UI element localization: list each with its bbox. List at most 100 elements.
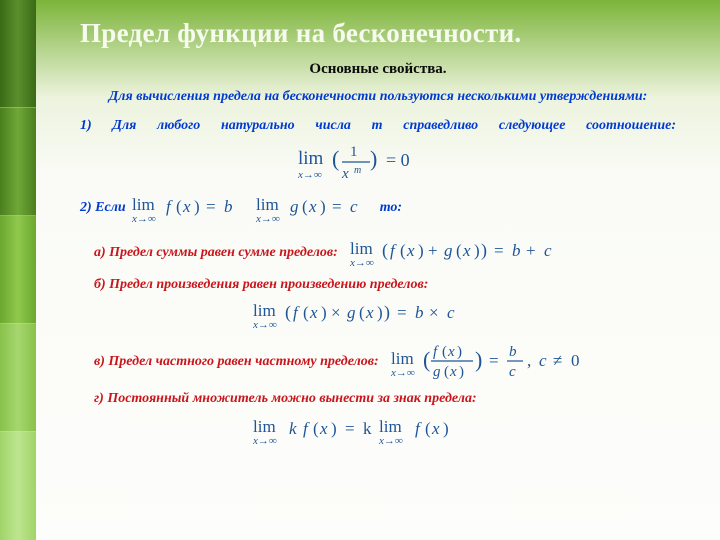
svg-text:(: ( xyxy=(382,240,388,261)
svg-text:c: c xyxy=(509,364,516,380)
svg-text:): ) xyxy=(481,240,487,261)
svg-text:c: c xyxy=(544,241,552,260)
svg-text:): ) xyxy=(321,303,327,322)
formula-b: lim x→∞ ( f ( x ) × g ( x ) ) = b × c xyxy=(80,298,676,332)
svg-text:): ) xyxy=(377,303,383,322)
svg-text:lim: lim xyxy=(253,301,276,320)
svg-text:(: ( xyxy=(400,241,406,260)
tab-5 xyxy=(0,432,36,540)
svg-text:lim: lim xyxy=(379,417,402,436)
svg-text:x→∞: x→∞ xyxy=(132,213,156,225)
slide-title: Предел функции на бесконечности. xyxy=(80,18,676,49)
svg-text:x→∞: x→∞ xyxy=(378,435,403,447)
formula-1: lim x→∞ ( 1 x m ) = 0 xyxy=(80,140,676,184)
svg-text:(: ( xyxy=(456,241,462,260)
slide-subtitle: Основные свойства. xyxy=(80,61,676,78)
svg-text:x: x xyxy=(308,197,317,216)
svg-text:=: = xyxy=(489,351,499,370)
svg-text:(: ( xyxy=(303,303,309,322)
statement-1: 1) Для любого натурально числа m справед… xyxy=(80,117,676,136)
svg-text:g: g xyxy=(290,197,299,216)
svg-text:(: ( xyxy=(444,364,449,380)
svg-text:x→∞: x→∞ xyxy=(256,213,280,225)
svg-text:b: b xyxy=(224,197,233,216)
svg-text:+: + xyxy=(428,241,438,260)
svg-text:): ) xyxy=(418,241,424,260)
formula-2b: lim x→∞ g ( x ) = c xyxy=(256,192,374,226)
svg-text:x: x xyxy=(449,364,457,380)
subitem-a-row: а) Предел суммы равен сумме пределов: li… xyxy=(80,236,676,270)
svg-text:(: ( xyxy=(442,344,447,360)
svg-text:(: ( xyxy=(332,146,339,171)
svg-text:): ) xyxy=(194,197,200,216)
svg-text:,: , xyxy=(527,351,531,370)
svg-text:(: ( xyxy=(176,197,182,216)
svg-text:x→∞: x→∞ xyxy=(253,319,277,331)
tab-4 xyxy=(0,324,36,432)
svg-text:): ) xyxy=(475,347,482,372)
subitem-v-row: в) Предел частного равен частному предел… xyxy=(80,340,676,384)
svg-text:c: c xyxy=(350,197,358,216)
slide-content: Предел функции на бесконечности. Основны… xyxy=(36,0,720,540)
svg-text:x→∞: x→∞ xyxy=(298,169,322,181)
svg-text:x: x xyxy=(431,419,440,438)
svg-text:≠: ≠ xyxy=(553,351,562,370)
svg-text:): ) xyxy=(474,241,480,260)
svg-text:= 0: = 0 xyxy=(386,150,410,170)
svg-text:x: x xyxy=(365,303,374,322)
svg-text:f: f xyxy=(390,241,397,260)
statement-2-pre: 2) Если xyxy=(80,199,126,218)
svg-text:f: f xyxy=(415,419,422,438)
svg-text:b: b xyxy=(415,303,424,322)
svg-text:(: ( xyxy=(423,347,430,372)
svg-text:k: k xyxy=(363,419,372,438)
svg-text:): ) xyxy=(370,146,377,171)
svg-text:(: ( xyxy=(425,419,431,438)
svg-text:lim: lim xyxy=(298,148,324,169)
svg-text:x→∞: x→∞ xyxy=(391,367,415,379)
svg-text:f: f xyxy=(293,303,300,322)
svg-text:+: + xyxy=(526,241,536,260)
tab-3 xyxy=(0,216,36,324)
svg-text:f: f xyxy=(303,419,310,438)
formula-2a: lim x→∞ f ( x ) = b xyxy=(132,192,250,226)
subitem-b: б) Предел произведения равен произведени… xyxy=(94,276,676,294)
svg-text:=: = xyxy=(494,241,504,260)
svg-text:x→∞: x→∞ xyxy=(350,257,374,269)
tab-2 xyxy=(0,108,36,216)
svg-text:(: ( xyxy=(359,303,365,322)
svg-text:=: = xyxy=(332,197,342,216)
svg-text:): ) xyxy=(457,344,462,360)
svg-text:): ) xyxy=(331,419,337,438)
svg-text:g: g xyxy=(347,303,356,322)
svg-text:lim: lim xyxy=(256,195,279,214)
svg-text:x: x xyxy=(319,419,328,438)
svg-text:k: k xyxy=(289,419,297,438)
svg-text:x: x xyxy=(309,303,318,322)
svg-text:m: m xyxy=(354,165,361,176)
svg-text:): ) xyxy=(443,419,449,438)
svg-text:x: x xyxy=(341,166,349,182)
svg-text:lim: lim xyxy=(132,195,155,214)
svg-text:): ) xyxy=(459,364,464,380)
svg-text:(: ( xyxy=(285,302,291,323)
svg-text:lim: lim xyxy=(253,417,276,436)
svg-text:x: x xyxy=(182,197,191,216)
svg-text:0: 0 xyxy=(571,351,580,370)
svg-text:lim: lim xyxy=(391,349,414,368)
svg-text:c: c xyxy=(539,351,547,370)
subitem-g: г) Постоянный множитель можно вынести за… xyxy=(94,390,676,408)
svg-text:x: x xyxy=(447,344,455,360)
svg-text:g: g xyxy=(444,241,453,260)
subitem-a: а) Предел суммы равен сумме пределов: xyxy=(94,244,338,262)
svg-text:x: x xyxy=(406,241,415,260)
statement-2-post: то: xyxy=(380,199,402,218)
svg-text:c: c xyxy=(447,303,455,322)
svg-text:f: f xyxy=(166,197,173,216)
svg-text:): ) xyxy=(384,302,390,323)
intro-text: Для вычисления предела на бесконечности … xyxy=(80,88,676,107)
svg-text:x→∞: x→∞ xyxy=(253,435,277,447)
svg-text:g: g xyxy=(433,364,441,380)
subitem-v: в) Предел частного равен частному предел… xyxy=(94,353,379,371)
svg-text:(: ( xyxy=(302,197,308,216)
